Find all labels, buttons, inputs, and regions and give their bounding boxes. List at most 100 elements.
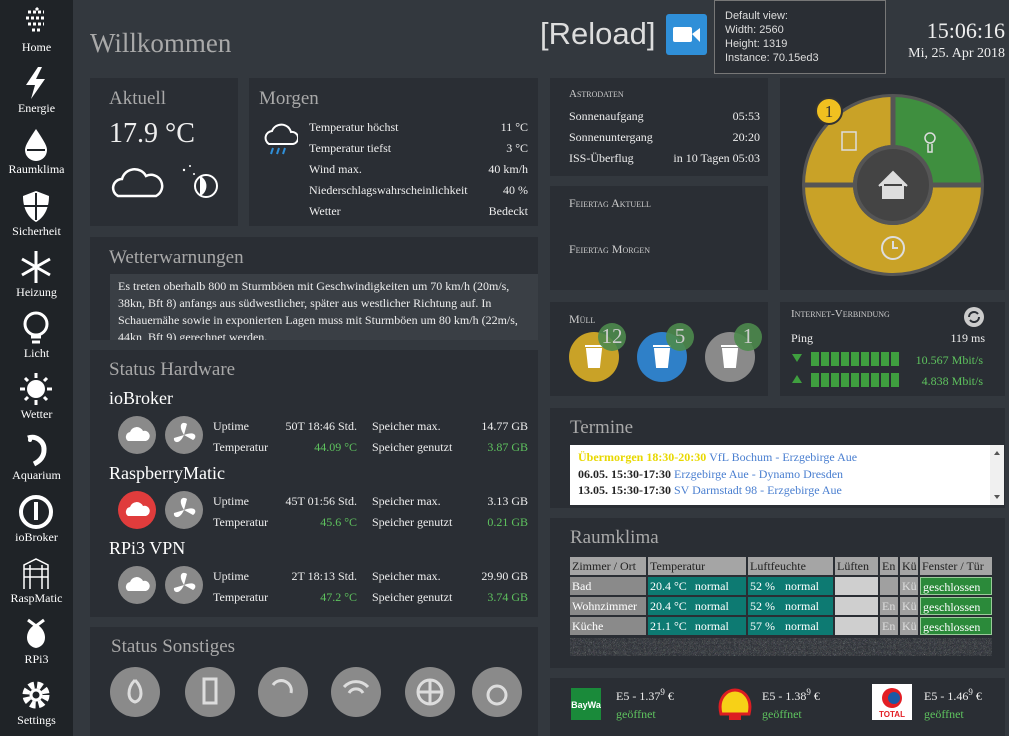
- device-name: RaspberryMatic: [109, 463, 225, 483]
- status-icons: [110, 667, 522, 717]
- nav-item[interactable]: Home: [0, 0, 73, 61]
- upload: 4.838 Mbit/s: [921, 374, 983, 388]
- tooltip-line: Instance: 70.15ed3: [725, 52, 819, 64]
- label: Uptime: [213, 419, 249, 433]
- device-icons: [118, 416, 203, 454]
- label: Uptime: [213, 494, 249, 508]
- table-header: En: [880, 557, 898, 575]
- panel-title: Morgen: [259, 88, 319, 109]
- hum-cell: 57 % normal: [748, 617, 833, 635]
- label: Speicher genutzt: [372, 590, 453, 604]
- bin-icon: [637, 323, 694, 382]
- row-value: 20:20: [732, 130, 760, 144]
- nav-item[interactable]: Heizung: [0, 245, 73, 306]
- warning-text: Es treten oberhalb 800 m Sturmböen mit G…: [110, 274, 538, 340]
- table-header: Kü: [900, 557, 918, 575]
- table-header: Fenster / Tür: [920, 557, 992, 575]
- panel-morgen: Morgen Temperatur höchst 11 °C Temperatur …: [249, 78, 538, 226]
- label: Speicher max.: [372, 569, 441, 583]
- mem-used: 3.74 GB: [487, 590, 528, 604]
- termin-row: 06.05. 15:30-17:30 Erzgebirge Aue - Dyna…: [578, 466, 996, 483]
- tooltip-line: Default view:: [725, 10, 788, 22]
- hum-cell: 52 % normal: [748, 577, 833, 595]
- nav-item[interactable]: RaspMatic: [0, 551, 73, 612]
- humidity: 52 %: [750, 579, 775, 593]
- uptime: 50T 18:46 Std.: [285, 419, 357, 433]
- termin-match: Erzgebirge Aue - Dynamo Dresden: [674, 466, 844, 481]
- noise-strip: [570, 638, 992, 656]
- nav-label: ioBroker: [15, 529, 58, 544]
- nav-icon: [23, 557, 49, 589]
- nav-label: RPi3: [24, 652, 49, 666]
- nav-item[interactable]: RPi3: [0, 612, 73, 673]
- refresh-button[interactable]: [963, 306, 985, 328]
- nav-label: Home: [21, 40, 52, 54]
- energy: En: [880, 597, 898, 615]
- nav-item[interactable]: Wetter: [0, 367, 73, 428]
- nav-item[interactable]: Licht: [0, 306, 73, 367]
- temp: 20.4 °C: [650, 579, 687, 593]
- kitchen: Kü: [900, 577, 918, 595]
- room: Küche: [570, 617, 646, 635]
- unit: €: [667, 689, 674, 703]
- nav-icon: [27, 618, 45, 648]
- mem-used: 0.21 GB: [487, 515, 528, 529]
- nav-item[interactable]: Settings: [0, 673, 73, 734]
- humidity: 57 %: [750, 619, 775, 633]
- price: E5 - 1.37: [616, 689, 661, 703]
- reload[interactable]: [Reload]: [540, 16, 656, 51]
- unit: €: [813, 689, 820, 703]
- hum-status: normal: [785, 599, 819, 613]
- label: Uptime: [213, 569, 249, 583]
- hum-status: normal: [785, 579, 819, 593]
- nav-label: Raumklima: [8, 162, 65, 177]
- window: geschlossen: [920, 597, 992, 615]
- table-header: Temperatur: [648, 557, 746, 575]
- panel-title: Astrodaten: [569, 88, 624, 100]
- scrollbar[interactable]: [990, 445, 1004, 505]
- nav-item[interactable]: Raumklima: [0, 122, 73, 183]
- label: Speicher genutzt: [372, 515, 453, 529]
- bin-count: 1: [742, 324, 754, 348]
- uptime: 45T 01:56 Std.: [285, 494, 357, 508]
- brand: TOTAL: [879, 710, 905, 719]
- brand: BayWa: [571, 700, 602, 710]
- current-temp: 17.9 °C: [109, 118, 195, 149]
- nav-icon: [20, 373, 52, 406]
- camera-button[interactable]: [666, 14, 707, 55]
- nav-item[interactable]: Energie: [0, 61, 73, 122]
- nav-item[interactable]: Aquarium: [0, 428, 73, 489]
- panel-hardware: Status Hardware ioBroker Uptime Temperatur…: [90, 350, 538, 617]
- row-label: Sonnenaufgang: [569, 109, 644, 123]
- nav-icon: [26, 6, 46, 32]
- nav-item[interactable]: ioBroker: [0, 490, 73, 551]
- fuel-logo: BayWa: [571, 688, 602, 720]
- ping-label: Ping: [791, 331, 814, 345]
- mem-max: 29.90 GB: [481, 569, 528, 583]
- row-label: Wind max.: [309, 162, 362, 176]
- nav-icon: [19, 494, 53, 529]
- speed-bars: [792, 352, 899, 387]
- temperature: 44.09 °C: [314, 440, 357, 454]
- row-value: 40 %: [503, 183, 528, 197]
- row-label: Temperatur tiefst: [309, 141, 392, 155]
- temperature: 47.2 °C: [320, 590, 357, 604]
- ring-widget[interactable]: 1: [780, 78, 1005, 290]
- nav-label: Aquarium: [12, 468, 61, 483]
- temp-status: normal: [694, 619, 729, 633]
- label: Temperatur: [213, 515, 269, 529]
- label: Temperatur: [213, 440, 269, 454]
- nav-label: Sicherheit: [12, 223, 61, 238]
- nav-item[interactable]: Sicherheit: [0, 184, 73, 245]
- panel-title: Wetterwarnungen: [109, 247, 244, 268]
- price: E5 - 1.46: [924, 689, 969, 703]
- nav-icon: [22, 681, 50, 709]
- label: Speicher genutzt: [372, 440, 453, 454]
- panel-raumklima: Raumklima Zimmer / Ort Temperatur Luftfeuc…: [550, 518, 1005, 668]
- panel-title: Termine: [570, 417, 634, 438]
- nav-label: Wetter: [20, 407, 53, 422]
- mem-used: 3.87 GB: [487, 440, 528, 454]
- panel-fuel: BayWa E5 - 1.379 € geöffnet E5 - 1.389 € geö…: [550, 678, 1005, 736]
- temp-status: normal: [694, 599, 729, 613]
- row-label: Niederschlagswahrscheinlichkeit: [309, 183, 468, 197]
